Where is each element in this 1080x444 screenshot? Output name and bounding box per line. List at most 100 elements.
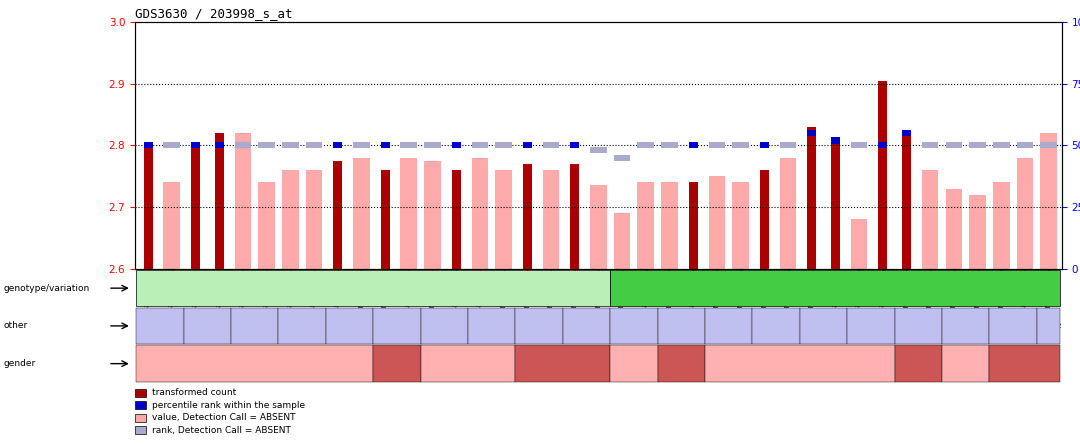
Text: other: other (3, 321, 27, 330)
Bar (333, 161, 342, 269)
Text: pair 8: pair 8 (482, 323, 502, 329)
Bar (542, 170, 559, 269)
Text: pair 22: pair 22 (1036, 323, 1062, 329)
Text: genotype/variation: genotype/variation (3, 284, 90, 293)
Bar (570, 164, 579, 269)
Bar (163, 143, 180, 148)
Bar (851, 143, 867, 148)
Text: pair 1: pair 1 (149, 323, 171, 329)
Bar (144, 143, 152, 148)
Bar (258, 143, 274, 148)
Bar (969, 194, 986, 269)
Bar (759, 143, 769, 148)
Bar (1040, 133, 1057, 269)
Bar (234, 143, 252, 148)
Bar (163, 182, 180, 269)
Text: pair 25: pair 25 (811, 323, 836, 329)
Bar (401, 143, 417, 148)
Bar (780, 143, 796, 148)
Text: pair 4: pair 4 (292, 323, 312, 329)
Bar (661, 143, 678, 148)
Bar (613, 213, 631, 269)
Text: transformed count: transformed count (152, 388, 237, 397)
Bar (333, 143, 342, 148)
Bar (353, 143, 369, 148)
Bar (353, 158, 369, 269)
Text: male: male (552, 359, 573, 368)
Bar (306, 143, 322, 148)
Bar (902, 130, 910, 269)
Bar (922, 170, 939, 269)
Text: male: male (387, 359, 407, 368)
Bar (613, 155, 631, 161)
Bar (922, 143, 939, 148)
Bar (424, 143, 441, 148)
Bar (807, 130, 816, 136)
Text: pair 6: pair 6 (387, 323, 407, 329)
Text: pair 29: pair 29 (1000, 323, 1026, 329)
Text: pair 3: pair 3 (244, 323, 265, 329)
Bar (306, 170, 322, 269)
Bar (523, 164, 531, 269)
Bar (732, 143, 748, 148)
Bar (191, 143, 200, 148)
Bar (380, 143, 390, 148)
Bar (637, 143, 654, 148)
Text: gender: gender (3, 359, 36, 368)
Text: female: female (785, 359, 814, 368)
Text: pair 12: pair 12 (573, 323, 599, 329)
Bar (215, 143, 224, 148)
Bar (472, 143, 488, 148)
Bar (451, 143, 461, 148)
Text: pair 26: pair 26 (859, 323, 883, 329)
Bar (1016, 158, 1034, 269)
Text: percentile rank within the sample: percentile rank within the sample (152, 401, 306, 410)
Bar (144, 148, 152, 269)
Bar (878, 81, 887, 269)
Bar (993, 143, 1010, 148)
Bar (590, 186, 607, 269)
Text: male: male (908, 359, 929, 368)
Bar (851, 219, 867, 269)
Bar (496, 170, 512, 269)
Text: pair 7: pair 7 (434, 323, 455, 329)
Text: value, Detection Call = ABSENT: value, Detection Call = ABSENT (152, 413, 296, 422)
Bar (689, 143, 698, 148)
Text: pair 11: pair 11 (526, 323, 552, 329)
Bar (191, 143, 200, 269)
Text: monozygotic twin: monozygotic twin (330, 283, 416, 293)
Bar (1040, 143, 1057, 148)
Text: pair 5: pair 5 (339, 323, 360, 329)
Bar (424, 161, 441, 269)
Text: female: female (454, 359, 483, 368)
Bar (282, 170, 298, 269)
Bar (689, 182, 698, 269)
Bar (708, 143, 725, 148)
Bar (902, 130, 910, 136)
Bar (1016, 143, 1034, 148)
Bar (451, 170, 461, 269)
Bar (831, 143, 840, 269)
Bar (542, 143, 559, 148)
Text: female: female (619, 359, 648, 368)
Bar (945, 189, 962, 269)
Text: GDS3630 / 203998_s_at: GDS3630 / 203998_s_at (135, 7, 293, 20)
Bar (258, 182, 274, 269)
Bar (637, 182, 654, 269)
Bar (993, 182, 1010, 269)
Bar (380, 170, 390, 269)
Text: male: male (1014, 359, 1036, 368)
Bar (780, 158, 796, 269)
Text: pair 20: pair 20 (621, 323, 647, 329)
Text: pair 24: pair 24 (764, 323, 788, 329)
Text: pair 27: pair 27 (905, 323, 931, 329)
Text: dizygotic twin: dizygotic twin (801, 283, 869, 293)
Bar (831, 137, 840, 143)
Bar (472, 158, 488, 269)
Bar (807, 127, 816, 269)
Text: pair 23: pair 23 (716, 323, 741, 329)
Text: pair 21: pair 21 (669, 323, 694, 329)
Bar (969, 143, 986, 148)
Bar (234, 133, 252, 269)
Bar (282, 143, 298, 148)
